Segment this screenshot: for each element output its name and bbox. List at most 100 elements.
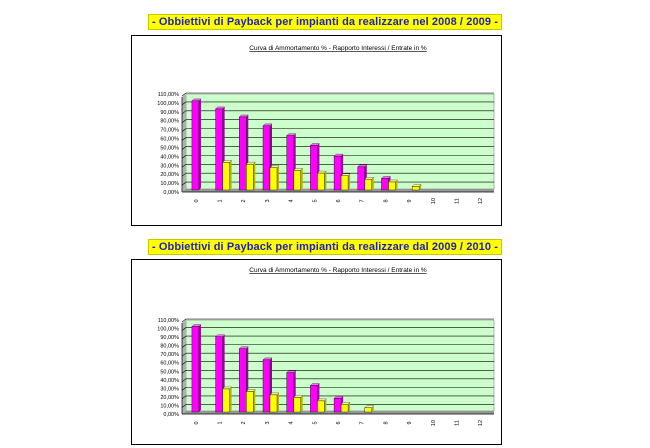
x-category-label: 11 — [454, 198, 460, 204]
bar-series-2 — [222, 162, 230, 191]
y-tick-label: 0,00% — [163, 412, 179, 418]
banner-bottom: - Obbiettivi di Payback per impianti da … — [0, 237, 650, 255]
plot-side-wall — [182, 94, 186, 192]
x-category-label: 0 — [194, 199, 200, 202]
bar-series-1 — [262, 359, 271, 413]
gridline-side — [181, 404, 187, 408]
bar-side — [348, 173, 351, 190]
y-tick-label: 50,00% — [160, 369, 179, 375]
y-tick-label: 70,00% — [160, 352, 179, 358]
bar-series-1 — [333, 398, 342, 413]
x-category-label: 6 — [336, 421, 342, 424]
x-category-label: 5 — [312, 421, 318, 424]
gridline-side — [181, 387, 187, 391]
bar-side — [198, 324, 201, 412]
x-category-label: 10 — [431, 420, 437, 426]
y-tick-label: 40,00% — [160, 378, 179, 384]
bar-series-1 — [310, 385, 318, 413]
chart-2: Curva di Ammortamento % - Rapporto Inter… — [157, 267, 495, 426]
bar-side — [277, 392, 279, 412]
y-tick-label: 100,00% — [157, 327, 179, 333]
x-category-label: 2 — [241, 199, 247, 202]
gridline-side — [181, 361, 187, 365]
bar-series-1 — [381, 178, 389, 191]
gridline-side — [181, 395, 187, 400]
bar-series-1 — [333, 155, 342, 191]
gridline-side — [181, 164, 187, 168]
bar-series-2 — [293, 397, 301, 413]
bar-series-2 — [364, 179, 372, 191]
x-category-label: 2 — [241, 421, 247, 424]
x-category-label: 5 — [312, 199, 318, 202]
chart-frame-1: Curva di Ammortamento % - Rapporto Inter… — [131, 35, 502, 226]
x-category-label: 9 — [407, 199, 413, 202]
gridline-side — [181, 352, 187, 357]
gridline-side — [181, 318, 187, 323]
gridline-side — [181, 110, 187, 115]
bar-side — [253, 389, 256, 412]
bar-series-1 — [286, 372, 294, 413]
gridline-side — [181, 344, 187, 348]
bar-side — [348, 402, 351, 412]
bar-side — [229, 386, 232, 412]
x-category-label: 8 — [383, 199, 389, 202]
x-category-label: 12 — [478, 198, 484, 204]
gridline-side — [181, 370, 187, 374]
y-tick-label: 90,00% — [160, 110, 179, 116]
x-category-label: 7 — [360, 199, 366, 202]
gridline-side — [181, 128, 187, 132]
chart-frame-2: Curva di Ammortamento % - Rapporto Inter… — [131, 259, 502, 445]
y-tick-label: 60,00% — [160, 361, 179, 367]
bar-side — [395, 179, 398, 190]
y-tick-label: 10,00% — [160, 181, 179, 187]
y-tick-label: 80,00% — [160, 344, 179, 350]
bar-side — [371, 177, 374, 190]
x-category-label: 7 — [360, 421, 366, 424]
bar-series-2 — [293, 170, 301, 191]
x-category-label: 11 — [454, 420, 460, 426]
y-tick-label: 10,00% — [160, 403, 179, 409]
bar-series-2 — [269, 394, 278, 413]
y-tick-label: 70,00% — [160, 128, 179, 134]
bar-side — [300, 168, 303, 190]
y-tick-label: 30,00% — [160, 386, 179, 392]
y-tick-label: 110,00% — [158, 318, 179, 324]
bar-series-1 — [239, 348, 247, 413]
gridline-side — [181, 327, 187, 331]
gridline-side — [181, 119, 187, 123]
y-tick-label: 30,00% — [160, 163, 179, 169]
y-tick-label: 110,00% — [158, 92, 179, 98]
y-tick-label: 40,00% — [160, 154, 179, 160]
y-tick-label: 0,00% — [163, 190, 179, 196]
x-category-label: 9 — [407, 421, 413, 424]
bar-series-2 — [269, 167, 278, 191]
bar-series-2 — [340, 175, 349, 191]
bar-series-2 — [317, 172, 325, 191]
gridline-side — [181, 155, 187, 159]
x-category-label: 3 — [265, 421, 271, 424]
bar-side — [198, 98, 201, 190]
plot-floor — [182, 411, 494, 414]
banner-top-text: - Obbiettivi di Payback per impianti da … — [147, 14, 503, 30]
bar-side — [253, 162, 256, 190]
x-category-label: 4 — [289, 421, 295, 424]
bar-series-2 — [364, 407, 372, 413]
banner-top: - Obbiettivi di Payback per impianti da … — [0, 12, 650, 30]
chart-title: Curva di Ammortamento % - Rapporto Inter… — [249, 267, 427, 274]
y-tick-label: 20,00% — [160, 172, 179, 178]
gridline-side — [181, 146, 187, 150]
bar-side — [419, 184, 422, 190]
x-category-label: 4 — [289, 199, 295, 202]
x-category-label: 10 — [431, 198, 437, 204]
gridline-side — [181, 92, 187, 97]
y-tick-label: 20,00% — [160, 395, 179, 401]
gridline-side — [181, 172, 187, 177]
gridline-side — [181, 335, 187, 340]
bar-side — [300, 395, 303, 412]
chart-title: Curva di Ammortamento % - Rapporto Inter… — [249, 45, 427, 52]
y-tick-label: 50,00% — [160, 145, 179, 151]
gridline-side — [181, 181, 187, 186]
bar-series-1 — [191, 326, 200, 413]
bar-side — [229, 160, 232, 190]
bar-series-2 — [317, 400, 325, 413]
